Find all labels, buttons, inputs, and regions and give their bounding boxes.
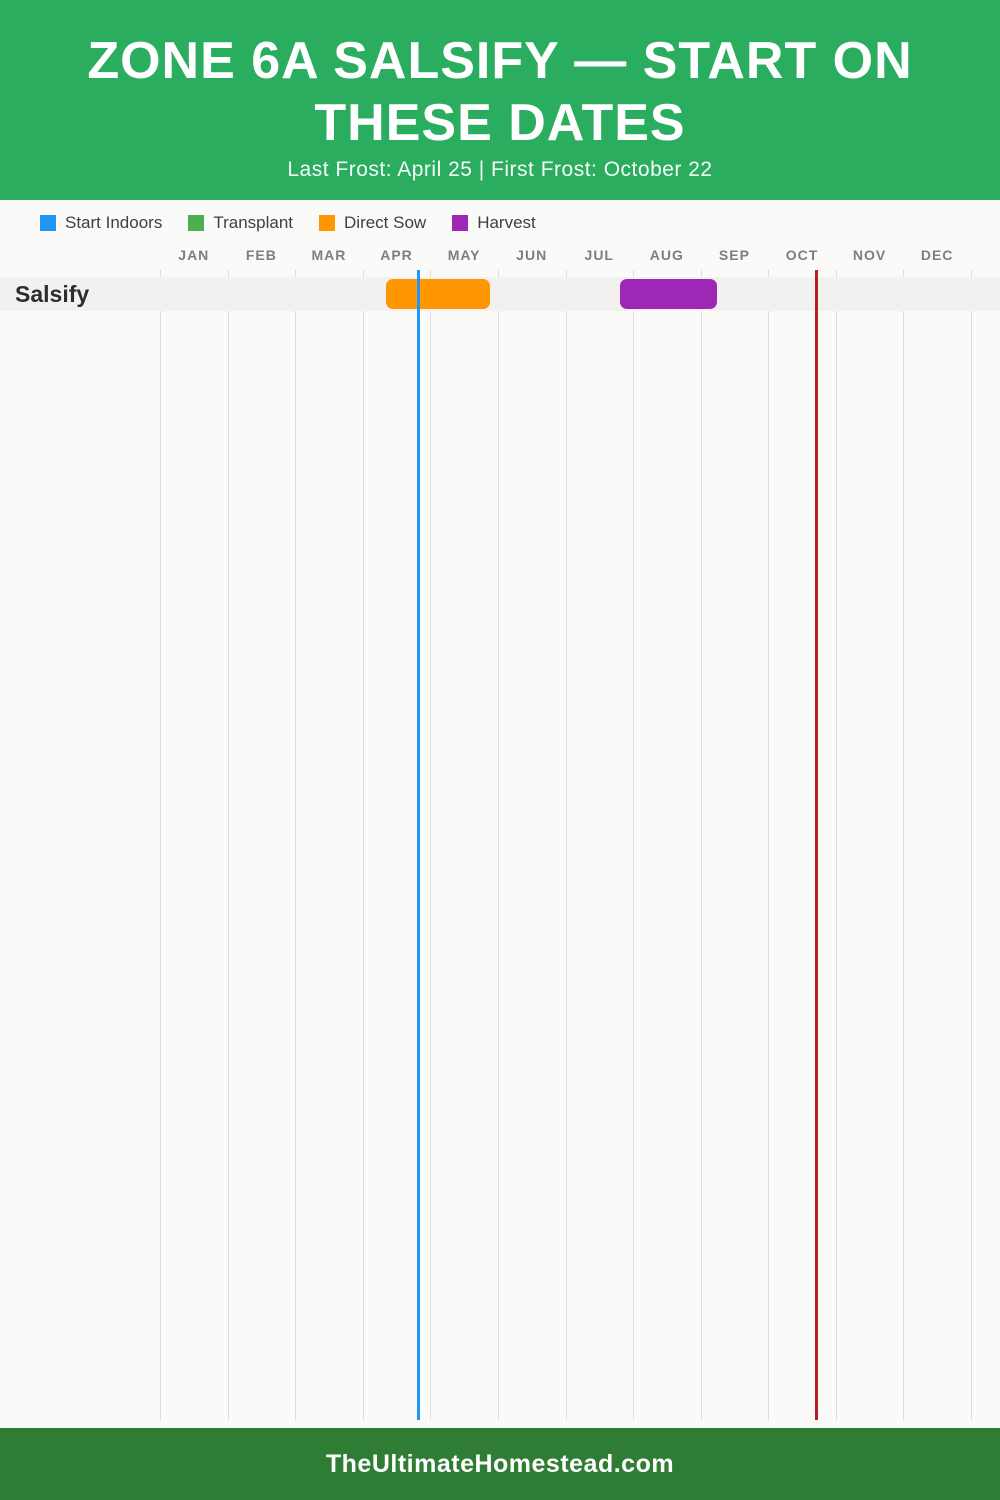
month-gridline (971, 270, 972, 1420)
month-label-jul: JUL (584, 247, 614, 263)
legend-swatch-icon (319, 214, 336, 231)
footer-banner: TheUltimateHomestead.com (0, 1428, 1000, 1500)
header-banner: ZONE 6A SALSIFY — START ON THESE DATES L… (0, 0, 1000, 200)
legend-item-label: Start Indoors (65, 212, 163, 232)
month-label-jan: JAN (178, 247, 210, 263)
month-gridline (295, 270, 297, 1420)
month-label-aug: AUG (649, 247, 684, 263)
legend-swatch-icon (188, 214, 205, 231)
legend-item-label: Direct Sow (344, 212, 427, 232)
month-label-may: MAY (447, 247, 481, 263)
month-gridline (227, 270, 229, 1420)
legend-item-harvest: Harvest (452, 213, 536, 233)
legend-swatch-icon (452, 214, 469, 231)
month-gridline (633, 270, 635, 1420)
month-label-jun: JUN (516, 247, 548, 263)
legend-item-transplant: Transplant (188, 213, 293, 233)
legend-item-label: Transplant (213, 212, 294, 232)
direct-sow-bar (386, 279, 491, 309)
month-gridline (700, 270, 702, 1420)
legend-item-direct-sow: Direct Sow (319, 213, 426, 233)
first-frost-marker-line (815, 270, 819, 1420)
month-label-dec: DEC (920, 247, 954, 263)
month-label-oct: OCT (785, 247, 819, 263)
month-gridline (160, 270, 161, 1420)
month-gridline (430, 270, 432, 1420)
month-label-apr: APR (380, 247, 413, 263)
site-name: TheUltimateHomestead.com (325, 1449, 675, 1478)
month-gridline (362, 270, 364, 1420)
crop-row: Salsify (0, 277, 1000, 311)
month-gridline (835, 270, 837, 1420)
legend-item-label: Harvest (477, 212, 536, 232)
month-label-mar: MAR (311, 247, 347, 263)
month-gridline (565, 270, 567, 1420)
month-label-sep: SEP (718, 247, 750, 263)
harvest-bar (619, 279, 717, 309)
month-gridline (768, 270, 770, 1420)
legend-swatch-icon (40, 214, 56, 231)
month-axis: JAN FEB MAR APR MAY JUN JUL AUG SEP OCT NOV DEC (160, 247, 971, 270)
last-frost-marker-line (416, 270, 420, 1420)
gridlines (160, 270, 972, 1420)
planting-timeline-chart: JAN FEB MAR APR MAY JUN JUL AUG SEP OCT NOV DEC Sal… (0, 245, 1000, 1422)
month-label-nov: NOV (852, 247, 887, 263)
page-title: ZONE 6A SALSIFY — START ON THESE DATES (87, 32, 913, 153)
legend-item-start-indoors: Start Indoors (40, 213, 162, 233)
frost-dates-subtitle: Last Frost: April 25 | First Frost: Octo… (287, 157, 713, 181)
month-gridline (497, 270, 499, 1420)
legend: Start Indoors Transplant Direct Sow Harvest (0, 200, 1000, 245)
month-label-feb: FEB (245, 247, 277, 263)
crop-row-label: Salsify (15, 281, 90, 307)
month-gridline (903, 270, 905, 1420)
